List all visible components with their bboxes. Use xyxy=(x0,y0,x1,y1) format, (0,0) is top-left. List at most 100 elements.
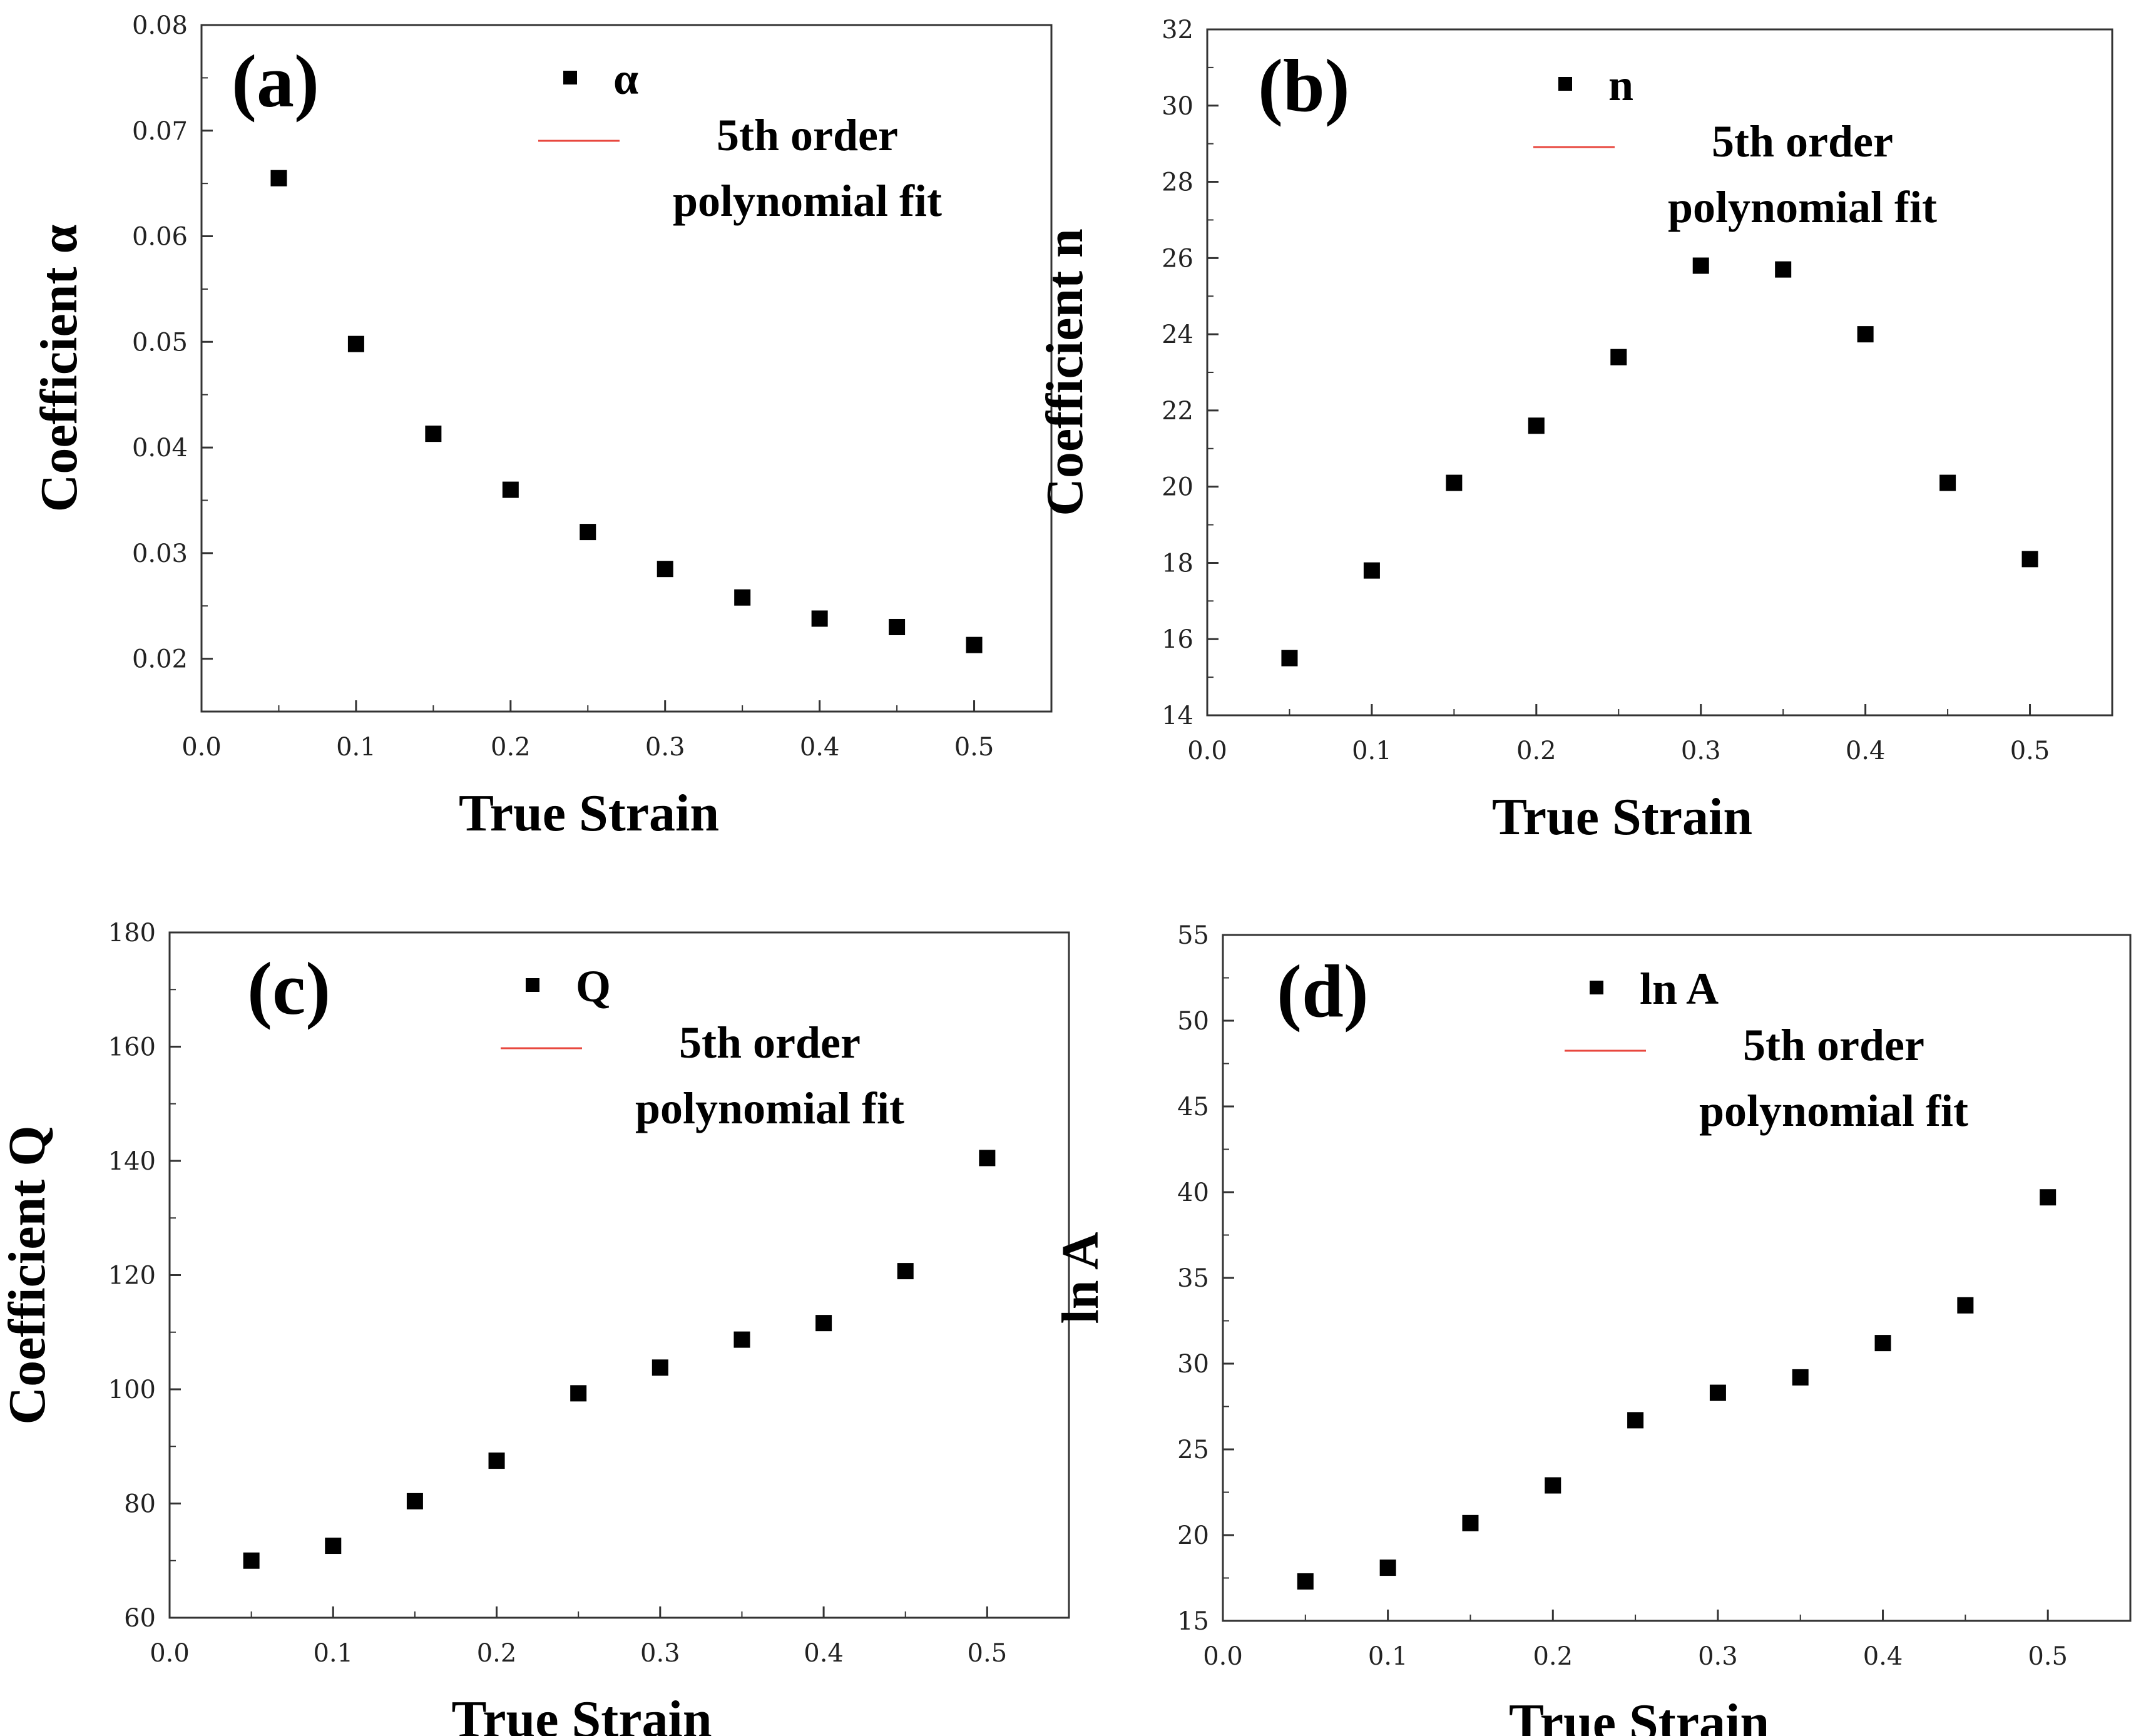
y-tick-label: 16 xyxy=(1162,625,1193,654)
data-point xyxy=(815,1315,832,1332)
data-point xyxy=(502,481,519,498)
legend-fit-label-line1: 5th order xyxy=(1743,1020,1924,1070)
y-tick-label: 14 xyxy=(1162,702,1193,730)
panel-letter: (d) xyxy=(1277,949,1369,1033)
legend-marker-swatch xyxy=(1558,77,1572,91)
legend: n 5th order polynomial fit xyxy=(1533,60,1937,232)
y-tick-label: 160 xyxy=(108,1033,156,1062)
legend: Q 5th order polynomial fit xyxy=(501,961,904,1133)
y-tick-label: 0.04 xyxy=(132,434,188,462)
y-tick-label: 22 xyxy=(1162,397,1193,426)
x-axis-label: True Strain xyxy=(1509,1693,1769,1736)
data-point xyxy=(1857,326,1874,343)
legend-fit-label-line2: polynomial fit xyxy=(1668,182,1937,232)
data-point xyxy=(270,170,287,186)
x-tick-label: 0.3 xyxy=(645,733,685,762)
y-tick-label: 40 xyxy=(1177,1178,1209,1207)
x-tick-label: 0.0 xyxy=(181,733,222,762)
x-tick-label: 0.3 xyxy=(1681,737,1721,765)
y-tick-label: 140 xyxy=(108,1147,156,1176)
y-tick-label: 30 xyxy=(1162,92,1193,121)
data-point xyxy=(243,1552,260,1569)
y-tick-label: 15 xyxy=(1177,1607,1209,1636)
data-point xyxy=(488,1453,505,1469)
y-tick-label: 45 xyxy=(1177,1093,1209,1121)
data-point xyxy=(580,524,596,541)
y-tick-label: 30 xyxy=(1177,1350,1209,1379)
x-tick-label: 0.5 xyxy=(968,1639,1008,1668)
data-point xyxy=(1297,1573,1314,1590)
data-point xyxy=(966,636,983,653)
x-tick-label: 0.2 xyxy=(491,733,531,762)
y-tick-label: 24 xyxy=(1162,320,1193,349)
y-tick-label: 25 xyxy=(1177,1436,1209,1464)
data-point xyxy=(1874,1335,1891,1352)
y-tick-label: 32 xyxy=(1162,16,1193,44)
data-point xyxy=(1709,1384,1726,1401)
x-tick-label: 0.4 xyxy=(804,1639,844,1668)
legend-marker-swatch xyxy=(563,71,577,84)
y-tick-label: 100 xyxy=(108,1376,156,1404)
y-axis-label: Coefficient α xyxy=(30,225,88,513)
panel-letter: (c) xyxy=(247,947,330,1030)
x-tick-label: 0.4 xyxy=(1846,737,1886,765)
legend-marker-label: Q xyxy=(576,961,611,1011)
x-tick-label: 0.1 xyxy=(313,1639,353,1668)
y-tick-label: 0.08 xyxy=(132,11,188,40)
x-tick-label: 0.2 xyxy=(1516,737,1556,765)
data-point xyxy=(1692,257,1709,274)
legend-fit-label-line2: polynomial fit xyxy=(673,176,942,226)
y-tick-label: 0.03 xyxy=(132,539,188,568)
legend-marker-label: α xyxy=(613,54,638,104)
data-point xyxy=(979,1150,996,1167)
data-point xyxy=(1446,474,1463,491)
legend-fit-label-line1: 5th order xyxy=(717,110,898,160)
data-point xyxy=(897,1263,914,1280)
y-tick-label: 50 xyxy=(1177,1007,1209,1036)
panel-letter: (b) xyxy=(1258,44,1350,127)
x-tick-label: 0.4 xyxy=(800,733,840,762)
y-tick-label: 0.05 xyxy=(132,328,188,357)
x-tick-label: 0.5 xyxy=(2010,737,2050,765)
y-tick-label: 55 xyxy=(1177,921,1209,950)
data-point xyxy=(1610,349,1627,365)
y-tick-label: 26 xyxy=(1162,244,1193,273)
data-point xyxy=(1462,1514,1479,1531)
data-point xyxy=(1281,650,1298,666)
y-tick-label: 0.02 xyxy=(132,645,188,674)
data-point xyxy=(734,589,751,606)
chart-panel-b: 0.0 0.1 0.2 0.3 0.4 0.5 14 16 18 20 22 24 26 28 30 32 Tr… xyxy=(1036,16,2113,846)
data-point xyxy=(2021,551,2038,568)
y-tick-label: 0.06 xyxy=(132,223,188,252)
data-point xyxy=(1528,417,1545,434)
data-point xyxy=(657,561,673,578)
data-point xyxy=(347,335,364,352)
x-tick-label: 0.4 xyxy=(1863,1642,1903,1671)
x-tick-label: 0.0 xyxy=(150,1639,190,1668)
x-tick-label: 0.5 xyxy=(2028,1642,2068,1671)
x-tick-label: 0.1 xyxy=(336,733,376,762)
x-tick-label: 0.0 xyxy=(1187,737,1227,765)
data-point xyxy=(570,1385,587,1402)
data-point xyxy=(811,610,828,627)
y-tick-label: 80 xyxy=(124,1490,156,1519)
chart-panel-a: 0.0 0.1 0.2 0.3 0.4 0.5 0.02 0.03 0.04 0.05 0.06 0.… xyxy=(30,11,1053,842)
data-point xyxy=(1792,1369,1809,1386)
x-tick-label: 0.1 xyxy=(1352,737,1392,765)
chart-panel-d: 0.0 0.1 0.2 0.3 0.4 0.5 15 20 25 30 35 40 45 50 55 True… xyxy=(1051,921,2132,1736)
data-point xyxy=(406,1493,423,1509)
data-point xyxy=(733,1331,750,1348)
x-axis-label: True Strain xyxy=(1492,788,1752,846)
legend-marker-label: n xyxy=(1608,60,1633,110)
y-tick-label: 35 xyxy=(1177,1264,1209,1293)
x-axis-label: True Strain xyxy=(451,1690,712,1736)
legend: ln A 5th order polynomial fit xyxy=(1565,964,1968,1136)
data-point xyxy=(1775,261,1792,278)
y-axis-label: ln A xyxy=(1051,1232,1110,1324)
y-tick-label: 0.07 xyxy=(132,117,188,146)
data-point xyxy=(1939,474,1956,491)
legend-fit-label-line1: 5th order xyxy=(679,1018,861,1068)
data-point xyxy=(325,1538,342,1555)
y-tick-label: 18 xyxy=(1162,549,1193,578)
